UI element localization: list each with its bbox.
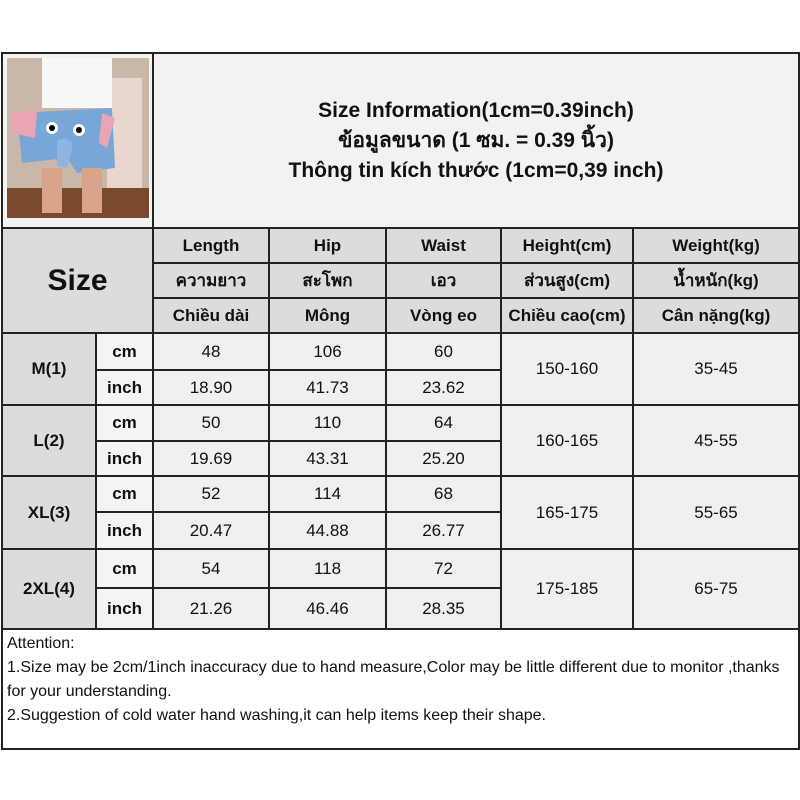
inch-value: 28.35 <box>385 587 502 630</box>
unit-inch: inch <box>95 440 154 477</box>
title-vietnamese: Thông tin kích thước (1cm=0,39 inch) <box>288 158 664 182</box>
table-row-cm: L(2) cm 50 110 64 160-165 45-55 <box>1 404 800 477</box>
cm-value: 106 <box>268 332 387 371</box>
title-thai: ข้อมูลขนาด (1 ซม. = 0.39 นิ้ว) <box>338 128 614 152</box>
attention-note: Attention: 1.Size may be 2cm/1inch inacc… <box>1 628 800 750</box>
attention-heading: Attention: <box>7 635 75 652</box>
weight-range: 45-55 <box>632 404 800 477</box>
height-range: 175-185 <box>500 548 634 630</box>
unit-cm: cm <box>95 475 154 513</box>
table-row-inch: inch 18.90 41.73 23.62 <box>2 369 799 406</box>
col-header-en: Length <box>152 227 270 264</box>
table-row-inch: inch 20.47 44.88 26.77 <box>2 511 799 550</box>
col-header-en: Weight(kg) <box>632 227 800 264</box>
size-label: M(1) <box>1 332 97 406</box>
cm-value: 68 <box>385 475 502 513</box>
cm-value: 52 <box>152 475 270 513</box>
table-row-cm: M(1) cm 48 106 60 150-160 35-45 <box>1 332 800 406</box>
table-row-inch: inch 21.26 46.46 28.35 <box>2 587 799 630</box>
col-header-en: Waist <box>385 227 502 264</box>
size-label: 2XL(4) <box>1 548 97 630</box>
col-header-vi: Vòng eo <box>385 297 502 334</box>
col-header-vi: Chiều cao(cm) <box>500 297 634 334</box>
height-range: 150-160 <box>500 332 634 406</box>
col-header-en: Height(cm) <box>500 227 634 264</box>
col-header-th: เอว <box>385 262 502 299</box>
unit-inch: inch <box>95 369 154 406</box>
inch-value: 25.20 <box>385 440 502 477</box>
col-header-th: ความยาว <box>152 262 270 299</box>
height-range: 165-175 <box>500 475 634 550</box>
inch-value: 46.46 <box>268 587 387 630</box>
product-photo <box>1 52 154 229</box>
unit-inch: inch <box>95 587 154 630</box>
title-english: Size Information(1cm=0.39inch) <box>318 98 634 122</box>
cm-value: 64 <box>385 404 502 442</box>
col-header-vi: Mông <box>268 297 387 334</box>
cm-value: 54 <box>152 548 270 589</box>
inch-value: 18.90 <box>152 369 270 406</box>
col-header-th: ส่วนสูง(cm) <box>500 262 634 299</box>
size-table: Size Information(1cm=0.39inch) ข้อมูลขนา… <box>1 52 800 750</box>
col-header-vi: Chiều dài <box>152 297 270 334</box>
inch-value: 23.62 <box>385 369 502 406</box>
size-label: L(2) <box>1 404 97 477</box>
unit-cm: cm <box>95 548 154 589</box>
unit-cm: cm <box>95 404 154 442</box>
inch-value: 41.73 <box>268 369 387 406</box>
inch-value: 19.69 <box>152 440 270 477</box>
inch-value: 44.88 <box>268 511 387 550</box>
size-label: XL(3) <box>1 475 97 550</box>
table-row-cm: 2XL(4) cm 54 118 72 175-185 65-75 <box>1 548 800 630</box>
table-row-inch: inch 19.69 43.31 25.20 <box>2 440 799 477</box>
attention-item: 2.Suggestion of cold water hand washing,… <box>7 707 546 724</box>
col-header-th: น้ำหนัก(kg) <box>632 262 800 299</box>
weight-range: 35-45 <box>632 332 800 406</box>
table-row-cm: XL(3) cm 52 114 68 165-175 55-65 <box>1 475 800 550</box>
cm-value: 110 <box>268 404 387 442</box>
inch-value: 43.31 <box>268 440 387 477</box>
inch-value: 21.26 <box>152 587 270 630</box>
col-header-vi: Cân nặng(kg) <box>632 297 800 334</box>
inch-value: 26.77 <box>385 511 502 550</box>
col-header-th: สะโพก <box>268 262 387 299</box>
size-info-title: Size Information(1cm=0.39inch) ข้อมูลขนา… <box>152 52 800 229</box>
cm-value: 50 <box>152 404 270 442</box>
inch-value: 20.47 <box>152 511 270 550</box>
size-header: Size <box>1 227 154 334</box>
unit-cm: cm <box>95 332 154 371</box>
attention-item: 1.Size may be 2cm/1inch inaccuracy due t… <box>7 659 780 700</box>
cm-value: 48 <box>152 332 270 371</box>
cm-value: 60 <box>385 332 502 371</box>
weight-range: 55-65 <box>632 475 800 550</box>
cm-value: 72 <box>385 548 502 589</box>
col-header-en: Hip <box>268 227 387 264</box>
height-range: 160-165 <box>500 404 634 477</box>
elephant-shorts-image <box>7 58 149 218</box>
cm-value: 118 <box>268 548 387 589</box>
weight-range: 65-75 <box>632 548 800 630</box>
size-chart: Size Information(1cm=0.39inch) ข้อมูลขนา… <box>1 52 800 750</box>
cm-value: 114 <box>268 475 387 513</box>
unit-inch: inch <box>95 511 154 550</box>
